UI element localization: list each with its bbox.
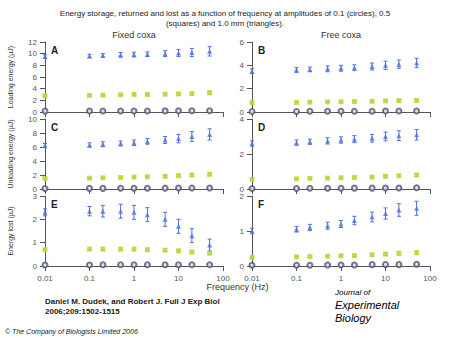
svg-text:0: 0 (240, 262, 245, 271)
svg-text:8: 8 (33, 61, 38, 70)
svg-text:1: 1 (339, 274, 344, 283)
svg-text:Journal of: Journal of (334, 288, 371, 297)
svg-text:Experimental: Experimental (335, 299, 400, 311)
svg-text:Fixed coxa: Fixed coxa (112, 30, 156, 40)
svg-text:C: C (51, 122, 58, 133)
svg-text:2: 2 (33, 171, 38, 180)
svg-text:12: 12 (28, 38, 37, 47)
svg-text:(squares) and 1.0 mm (triangle: (squares) and 1.0 mm (triangles). (166, 19, 284, 28)
svg-text:A: A (51, 45, 58, 56)
svg-text:0.1: 0.1 (291, 274, 303, 283)
svg-text:2: 2 (33, 96, 38, 105)
svg-text:6: 6 (33, 143, 38, 152)
svg-text:0: 0 (239, 184, 244, 194)
svg-text:4: 4 (240, 61, 245, 70)
svg-text:E: E (51, 199, 58, 210)
svg-text:0: 0 (239, 107, 244, 117)
svg-text:10: 10 (28, 115, 37, 124)
svg-text:Unloading energy (µJ): Unloading energy (µJ) (7, 119, 15, 188)
svg-text:0: 0 (32, 184, 37, 194)
svg-text:1: 1 (132, 274, 137, 283)
svg-text:100: 100 (423, 274, 437, 283)
svg-text:0.01: 0.01 (37, 274, 53, 283)
svg-text:4: 4 (240, 115, 245, 124)
svg-text:2: 2 (240, 192, 245, 201)
svg-text:1: 1 (240, 227, 245, 236)
svg-text:100: 100 (216, 274, 230, 283)
svg-text:0: 0 (32, 107, 37, 117)
svg-text:10: 10 (174, 274, 183, 283)
svg-text:Biology: Biology (335, 312, 373, 324)
svg-text:1: 1 (33, 238, 38, 247)
svg-text:Loading energy (µJ): Loading energy (µJ) (7, 46, 15, 108)
svg-text:0.1: 0.1 (84, 274, 96, 283)
svg-text:F: F (258, 199, 264, 210)
svg-text:6: 6 (33, 73, 38, 82)
svg-text:0.01: 0.01 (244, 274, 260, 283)
svg-text:D: D (258, 122, 265, 133)
svg-text:8: 8 (33, 129, 38, 138)
svg-text:10: 10 (381, 274, 390, 283)
svg-text:2: 2 (240, 150, 245, 159)
svg-text:Frequency (Hz): Frequency (Hz) (206, 282, 268, 292)
svg-text:0: 0 (33, 262, 38, 271)
svg-text:3: 3 (33, 192, 38, 201)
svg-text:4: 4 (33, 84, 38, 93)
svg-text:B: B (258, 45, 265, 56)
svg-text:10: 10 (28, 49, 37, 58)
svg-text:Free coxa: Free coxa (321, 30, 361, 40)
svg-text:6: 6 (240, 38, 245, 47)
svg-text:Daniel M. Dudek, and Robert J.: Daniel M. Dudek, and Robert J. Full J Ex… (45, 297, 220, 306)
svg-text:4: 4 (33, 157, 38, 166)
svg-text:2: 2 (33, 215, 38, 224)
svg-text:2006;209:1502-1515: 2006;209:1502-1515 (45, 307, 120, 316)
svg-text:Energy lost (µJ): Energy lost (µJ) (7, 206, 15, 255)
svg-text:Energy storage, returned and l: Energy storage, returned and lost as a f… (60, 9, 391, 18)
svg-text:© The Company of Biologists Li: © The Company of Biologists Limited 2006 (5, 328, 138, 336)
svg-text:2: 2 (240, 84, 245, 93)
